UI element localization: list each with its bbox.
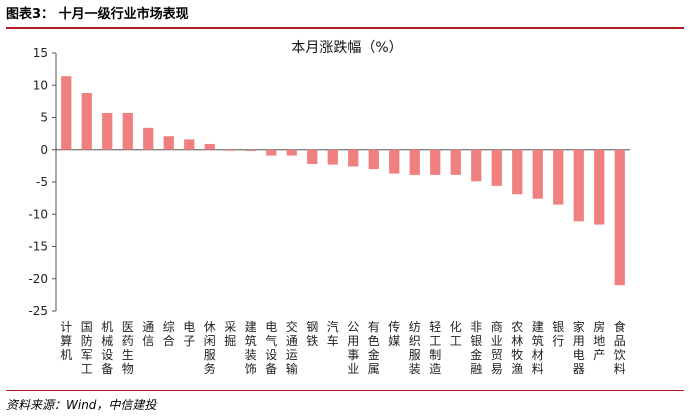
bar [553, 149, 564, 205]
bar [286, 149, 297, 156]
bar [512, 149, 523, 195]
header-rule [6, 27, 684, 29]
category-label: 纺织服装 [409, 320, 421, 376]
chart-title: 本月涨跌幅（%） [291, 40, 402, 56]
category-label: 休闲服务 [204, 320, 216, 376]
bar [225, 149, 236, 151]
bar [143, 127, 154, 150]
source-note: 资料来源：Wind，中信建投 [6, 398, 157, 412]
bar [594, 149, 605, 225]
category-label: 家用电器 [573, 319, 585, 376]
category-label: 综合 [163, 320, 175, 348]
bar [471, 149, 482, 182]
bar [327, 149, 338, 165]
y-tick-label: 0 [40, 143, 48, 157]
figure-title: 十月一级行业市场表现 [58, 7, 189, 22]
y-tick-label: -10 [28, 207, 48, 221]
bar [307, 149, 318, 164]
bar [409, 149, 420, 175]
y-tick-label: -5 [36, 175, 48, 189]
footer-rule [6, 390, 684, 391]
bar [122, 112, 133, 150]
bar [348, 149, 359, 167]
bar [81, 92, 92, 150]
category-label: 采掘 [224, 320, 236, 348]
y-tick-label: 5 [40, 111, 48, 125]
bar [61, 76, 72, 150]
figure-label: 图表3： [6, 7, 55, 22]
bar [163, 136, 174, 150]
category-label: 交通运输 [286, 319, 298, 376]
y-tick-label: -25 [28, 304, 48, 318]
category-label: 公用事业 [347, 320, 359, 376]
category-label: 电子 [183, 320, 195, 348]
category-label: 钢铁 [306, 320, 318, 348]
bar [430, 149, 441, 175]
category-label: 农林牧渔 [511, 320, 523, 376]
y-tick-label: -15 [28, 240, 48, 254]
y-tick-label: 15 [33, 46, 48, 60]
category-label: 建筑装饰 [245, 320, 257, 376]
figure-header: 图表3： 十月一级行业市场表现 [6, 3, 189, 22]
category-label: 房地产 [593, 319, 605, 362]
category-label: 有色金属 [368, 320, 380, 376]
category-label: 电气设备 [265, 320, 277, 376]
category-label: 建筑材料 [532, 320, 544, 376]
y-tick-label: -20 [28, 272, 48, 286]
bar [573, 149, 584, 222]
category-label: 机械设备 [101, 320, 113, 376]
bar [450, 149, 461, 175]
bar [102, 112, 113, 150]
category-label: 计算机 [60, 320, 72, 362]
bar [368, 149, 379, 170]
y-tick-label: 10 [33, 78, 48, 92]
bar [266, 149, 277, 156]
bar [204, 143, 215, 150]
category-label: 国防军工 [81, 320, 93, 376]
category-label: 非银金融 [470, 320, 482, 376]
category-label: 医药生物 [122, 320, 134, 376]
category-label: 轻工制造 [429, 320, 441, 376]
category-label: 通信 [142, 320, 154, 348]
bar [389, 149, 400, 174]
bar [532, 149, 543, 199]
category-label: 商业贸易 [491, 319, 503, 376]
bar [184, 139, 195, 150]
bar [491, 149, 502, 186]
category-label: 汽车 [327, 319, 339, 348]
bar [245, 149, 256, 152]
category-label: 传媒 [388, 319, 400, 348]
bar [614, 149, 625, 286]
category-label: 食品饮料 [614, 319, 626, 376]
category-label: 银行 [552, 320, 564, 348]
category-label: 化工 [450, 320, 462, 348]
